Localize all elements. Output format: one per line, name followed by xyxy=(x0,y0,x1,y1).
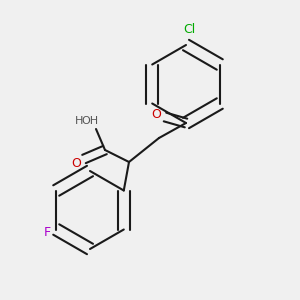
Text: OH: OH xyxy=(81,116,99,127)
Text: H: H xyxy=(75,116,84,127)
Text: Cl: Cl xyxy=(183,23,195,36)
Text: F: F xyxy=(44,226,51,239)
Text: O: O xyxy=(72,157,81,170)
Text: O: O xyxy=(151,107,161,121)
